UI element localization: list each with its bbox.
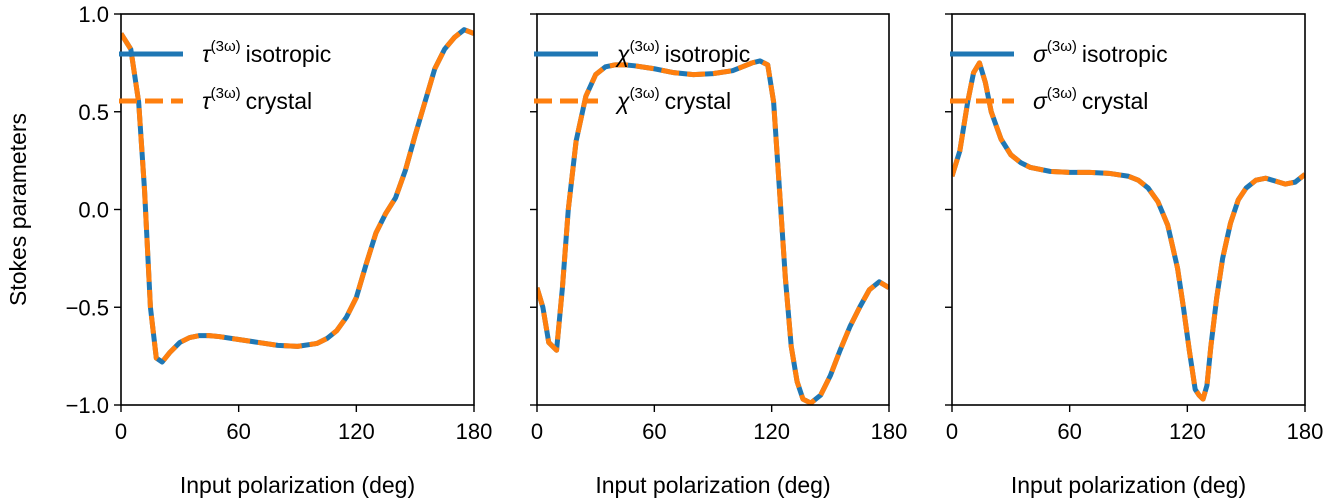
x-tick-label: 180 bbox=[871, 419, 908, 444]
legend-label-isotropic: σ(3ω) isotropic bbox=[1033, 38, 1168, 67]
chart-panel-2: 0 60 120 180 Input polarization (deg) χ(3ω) is… bbox=[530, 13, 908, 498]
series-line-crystal bbox=[952, 60, 1305, 402]
legend: τ(3ω) isotropic τ(3ω) crystal bbox=[119, 38, 331, 114]
series-line-crystal bbox=[537, 58, 889, 405]
x-tick-label: 0 bbox=[531, 419, 543, 444]
legend-label-crystal: χ(3ω) crystal bbox=[615, 85, 731, 114]
legend-label-crystal: τ(3ω) crystal bbox=[202, 85, 312, 114]
panels: 0 60 120 180 −1.0 −0.5 0.0 0.5 1.0 Input polariza… bbox=[66, 2, 1324, 498]
x-axis-label: Input polarization (deg) bbox=[595, 472, 830, 498]
legend: χ(3ω) isotropic χ(3ω) crystal bbox=[534, 38, 750, 114]
legend-label-crystal: σ(3ω) crystal bbox=[1033, 85, 1148, 114]
x-tick-label: 120 bbox=[1169, 419, 1206, 444]
x-tick-label: 0 bbox=[946, 419, 958, 444]
y-tick-label: −0.5 bbox=[66, 295, 109, 320]
legend: σ(3ω) isotropic σ(3ω) crystal bbox=[950, 38, 1168, 114]
plot-frame bbox=[951, 13, 1306, 406]
y-axis-label: Stokes parameters bbox=[5, 113, 31, 306]
y-tick-label: 0.5 bbox=[78, 100, 109, 125]
x-tick-label: 120 bbox=[753, 419, 790, 444]
legend-label-isotropic: τ(3ω) isotropic bbox=[202, 38, 331, 67]
y-tick-label: 0.0 bbox=[78, 198, 109, 223]
x-tick-label: 60 bbox=[226, 419, 250, 444]
x-tick-label: 120 bbox=[338, 419, 375, 444]
y-tick-label: 1.0 bbox=[78, 2, 109, 27]
x-tick-label: 180 bbox=[456, 419, 493, 444]
chart-panel-3: 0 60 120 180 Input polarization (deg) σ(3ω) is… bbox=[945, 13, 1324, 498]
series-line-crystal bbox=[121, 27, 474, 365]
x-tick-label: 60 bbox=[642, 419, 666, 444]
chart-panel-1: 0 60 120 180 −1.0 −0.5 0.0 0.5 1.0 Input polariza… bbox=[66, 2, 493, 498]
y-tick-label: −1.0 bbox=[66, 393, 109, 418]
legend-label-isotropic: χ(3ω) isotropic bbox=[615, 38, 750, 67]
x-tick-label: 0 bbox=[115, 419, 127, 444]
x-tick-label: 60 bbox=[1057, 419, 1081, 444]
series-line-isotropic bbox=[121, 27, 474, 365]
x-axis-label: Input polarization (deg) bbox=[180, 472, 415, 498]
x-axis-label: Input polarization (deg) bbox=[1011, 472, 1246, 498]
x-tick-label: 180 bbox=[1287, 419, 1324, 444]
